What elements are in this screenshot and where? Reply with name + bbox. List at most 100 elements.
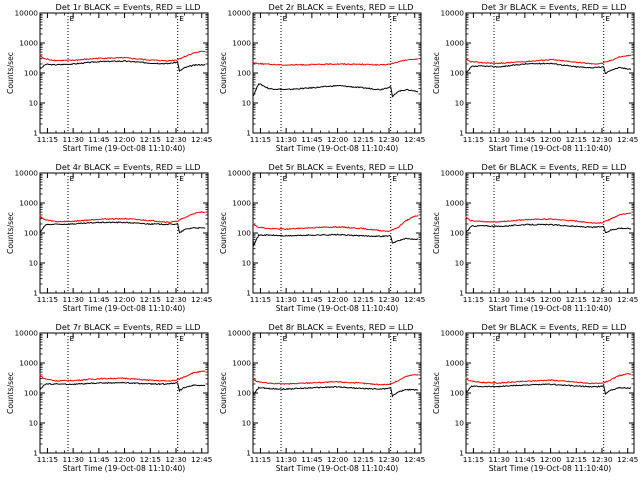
x-tick-label: 12:45: [404, 135, 426, 144]
x-tick-label: 11:15: [463, 295, 485, 304]
x-tick-label: 11:30: [62, 135, 84, 144]
events-series-line: [465, 383, 632, 395]
x-tick-label: 12:00: [540, 135, 562, 144]
x-tick-label: 11:45: [88, 455, 110, 464]
panel-title: Det 9r BLACK = Events, RED = LLD: [482, 322, 627, 332]
x-tick-label: 12:45: [617, 455, 639, 464]
x-tick-label: 12:15: [566, 455, 588, 464]
y-tick-label: 1000: [445, 199, 464, 208]
x-tick-label: 11:45: [514, 135, 536, 144]
x-tick-label: 11:15: [37, 295, 59, 304]
x-tick-label: 11:45: [514, 295, 536, 304]
e-marker-label: E: [605, 334, 610, 343]
x-tick-label: 12:15: [353, 455, 375, 464]
x-tick-label: 12:30: [378, 135, 400, 144]
plot-frame: [465, 172, 635, 294]
e-marker-label: E: [392, 174, 397, 183]
x-tick-label: 12:00: [114, 455, 136, 464]
lld-series-line: [39, 211, 206, 224]
plot-frame: [39, 332, 209, 454]
y-tick-label: 10000: [14, 169, 38, 178]
y-axis-label: Counts/sec: [432, 372, 441, 414]
y-tick-label: 1000: [19, 199, 38, 208]
y-tick-label: 10000: [440, 329, 464, 338]
x-axis-label: Start Time (19-Oct-08 11:10:40): [276, 144, 399, 153]
y-tick-label: 10: [242, 99, 252, 108]
detector-panel: Det 7r BLACK = Events, RED = LLD 1 10 100 10…: [6, 322, 213, 473]
y-tick-label: 100: [450, 69, 464, 78]
plot-frame: [465, 12, 635, 134]
y-tick-label: 10000: [227, 9, 251, 18]
y-tick-label: 100: [24, 389, 38, 398]
plot-frame: [252, 172, 422, 294]
e-marker-label: E: [605, 174, 610, 183]
x-tick-label: 12:30: [165, 295, 187, 304]
y-axis-label: Counts/sec: [219, 372, 228, 414]
x-tick-label: 11:30: [488, 295, 510, 304]
y-tick-label: 100: [24, 69, 38, 78]
y-tick-label: 10: [455, 259, 465, 268]
e-marker-label: E: [392, 14, 397, 23]
panel-title: Det 7r BLACK = Events, RED = LLD: [56, 322, 201, 332]
x-tick-label: 11:45: [301, 135, 323, 144]
x-axis-label: Start Time (19-Oct-08 11:10:40): [63, 144, 186, 153]
x-tick-label: 12:30: [378, 455, 400, 464]
x-tick-label: 11:45: [301, 295, 323, 304]
x-tick-label: 12:00: [327, 455, 349, 464]
y-tick-label: 10000: [227, 329, 251, 338]
lld-series-line: [252, 374, 419, 386]
x-tick-label: 12:15: [566, 295, 588, 304]
plot-frame: [39, 172, 209, 294]
y-tick-label: 1: [246, 289, 251, 298]
y-tick-label: 1: [459, 449, 464, 458]
y-tick-label: 1000: [19, 359, 38, 368]
x-tick-label: 12:00: [114, 135, 136, 144]
plot-frame: [39, 12, 209, 134]
panel-title: Det 1r BLACK = Events, RED = LLD: [56, 2, 201, 12]
events-series-line: [39, 60, 206, 72]
x-tick-label: 11:15: [37, 455, 59, 464]
plot-frame: [252, 12, 422, 134]
plot-frame: [252, 332, 422, 454]
x-tick-label: 12:30: [591, 455, 613, 464]
x-tick-label: 11:30: [62, 295, 84, 304]
x-tick-label: 12:30: [165, 135, 187, 144]
y-axis-label: Counts/sec: [6, 372, 15, 414]
e-marker-label: E: [496, 14, 501, 23]
y-axis-label: Counts/sec: [432, 52, 441, 94]
x-tick-label: 12:45: [191, 295, 213, 304]
e-marker-label: E: [70, 14, 75, 23]
lld-series-line: [465, 54, 632, 65]
e-marker-label: E: [283, 174, 288, 183]
y-tick-label: 1000: [232, 39, 251, 48]
lld-series-line: [465, 372, 632, 385]
e-marker-label: E: [283, 14, 288, 23]
events-series-line: [465, 223, 632, 234]
y-tick-label: 10: [29, 259, 39, 268]
y-tick-label: 1: [459, 129, 464, 138]
y-tick-label: 10: [29, 419, 39, 428]
x-tick-label: 11:30: [275, 135, 297, 144]
detector-panel: Det 5r BLACK = Events, RED = LLD 1 10 100 10…: [219, 162, 426, 313]
y-tick-label: 1: [246, 129, 251, 138]
x-tick-label: 12:00: [327, 135, 349, 144]
x-tick-label: 12:30: [591, 295, 613, 304]
y-tick-label: 100: [237, 229, 251, 238]
e-marker-label: E: [70, 174, 75, 183]
y-tick-label: 10: [455, 99, 465, 108]
e-marker-label: E: [179, 334, 184, 343]
e-marker-label: E: [496, 174, 501, 183]
y-tick-label: 1: [459, 289, 464, 298]
panel-title: Det 5r BLACK = Events, RED = LLD: [269, 162, 414, 172]
x-tick-label: 12:00: [540, 295, 562, 304]
x-tick-label: 11:30: [488, 455, 510, 464]
y-tick-label: 1: [33, 289, 38, 298]
lld-series-line: [252, 58, 419, 67]
events-series-line: [252, 233, 419, 248]
events-series-line: [465, 62, 632, 74]
x-tick-label: 12:45: [191, 135, 213, 144]
y-tick-label: 100: [24, 229, 38, 238]
y-tick-label: 10000: [227, 169, 251, 178]
x-tick-label: 11:30: [62, 455, 84, 464]
